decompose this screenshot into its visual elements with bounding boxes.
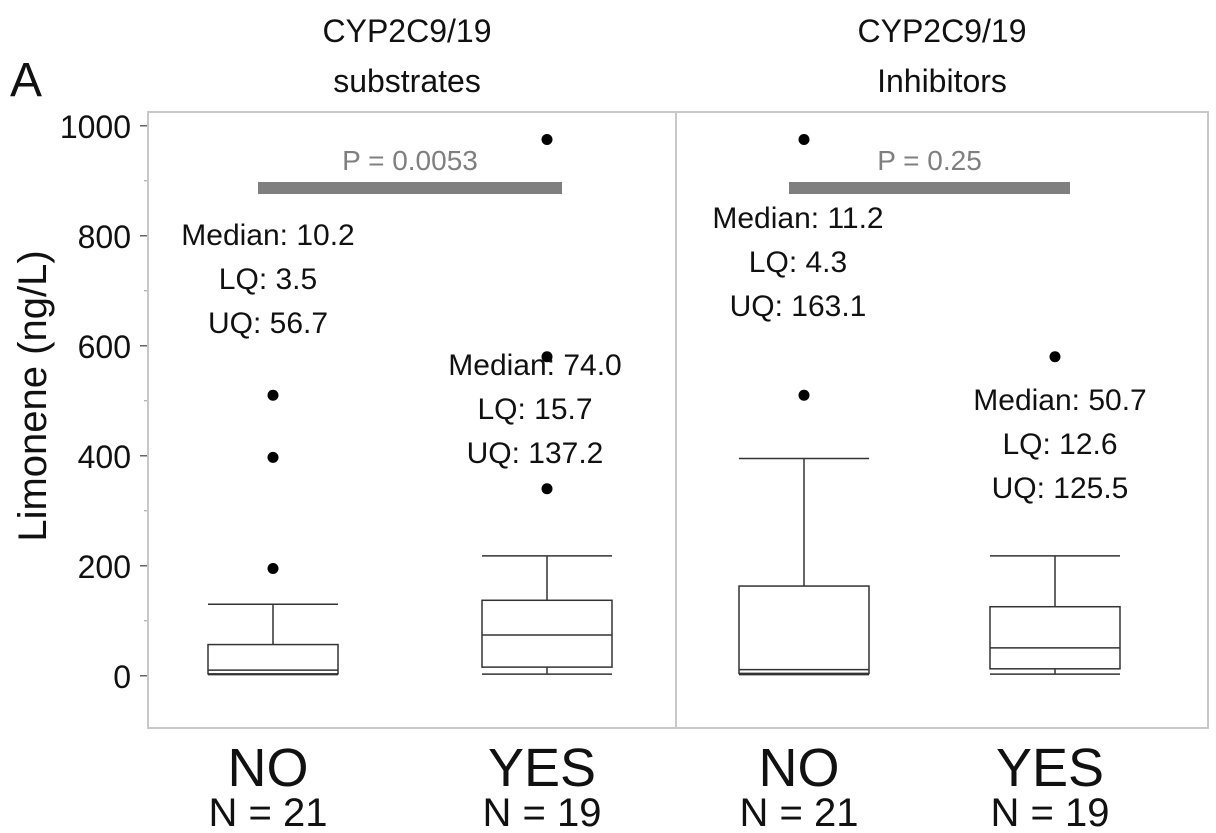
outlier-point	[541, 351, 553, 363]
stat-annotation: UQ: 56.7	[208, 307, 328, 340]
stat-annotation: UQ: 163.1	[730, 290, 867, 323]
y-tick-label: 600	[78, 329, 131, 365]
y-tick-label: 200	[78, 549, 131, 585]
stat-annotation: UQ: 125.5	[992, 472, 1129, 505]
iqr-box	[481, 599, 613, 668]
group-n-label: N = 19	[483, 791, 602, 833]
panel-frame	[675, 111, 1209, 729]
figure-letter: A	[10, 54, 42, 107]
stat-annotation: Median: 50.7	[973, 384, 1146, 417]
stat-annotation: UQ: 137.2	[467, 437, 604, 470]
plot-area: 0 200 400 600 800 1000 CYP2C9/19 substrates P = …	[60, 13, 1209, 833]
p-value-label: P = 0.0053	[342, 145, 478, 176]
group-label: NO	[228, 738, 309, 798]
y-tick-label: 1000	[60, 109, 131, 145]
stat-annotation: Median: 11.2	[712, 202, 883, 235]
outlier-point	[798, 134, 810, 145]
group-n-label: N = 19	[991, 791, 1110, 833]
panel-title-line1: CYP2C9/19	[323, 13, 492, 49]
group-label: NO	[759, 738, 840, 798]
iqr-box	[207, 643, 339, 675]
stat-annotation: LQ: 4.3	[749, 246, 847, 279]
significance-bar	[258, 182, 562, 194]
group-n-label: N = 21	[209, 791, 328, 833]
outlier-point	[267, 389, 279, 401]
stat-annotation: Median: 74.0	[448, 349, 621, 382]
stat-annotation: LQ: 12.6	[1002, 428, 1117, 461]
stat-annotation: LQ: 15.7	[477, 393, 592, 426]
outlier-point	[267, 563, 279, 574]
outlier-point	[267, 451, 279, 463]
outlier-point	[541, 134, 553, 145]
group-n-label: N = 21	[740, 791, 859, 833]
outlier-point	[1049, 351, 1061, 363]
y-tick-label: 800	[78, 219, 131, 255]
iqr-box	[738, 585, 870, 675]
group-label: YES	[488, 738, 596, 798]
panel-title-line1: CYP2C9/19	[858, 13, 1027, 49]
y-tick-label: 0	[113, 659, 131, 695]
y-tick-label: 400	[78, 439, 131, 475]
outlier-point	[798, 389, 810, 401]
panel-title-line2: Inhibitors	[877, 63, 1007, 99]
stat-annotation: LQ: 3.5	[219, 263, 317, 296]
stat-annotation: Median: 10.2	[181, 219, 354, 252]
outlier-point	[541, 483, 553, 495]
panel-title-line2: substrates	[333, 63, 481, 99]
p-value-label: P = 0.25	[877, 145, 982, 176]
iqr-box	[989, 605, 1121, 670]
group-label: YES	[996, 738, 1104, 798]
significance-bar	[789, 182, 1070, 194]
y-axis-label: Limonene (ng/L)	[11, 250, 55, 541]
